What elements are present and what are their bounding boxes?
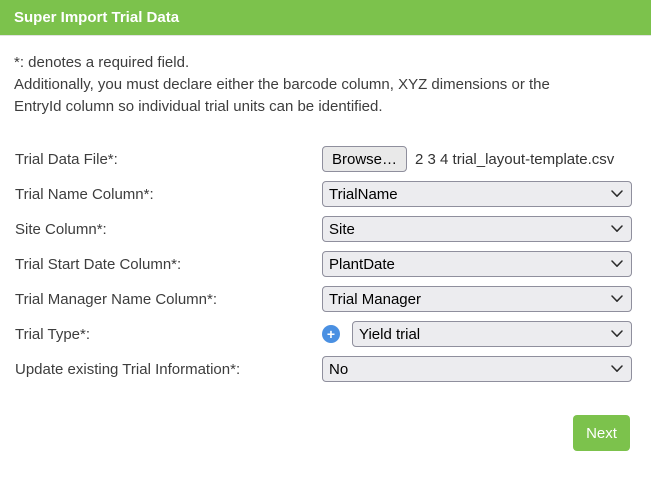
trial-type-select[interactable]: Yield trial (352, 321, 632, 347)
dialog-title: Super Import Trial Data (14, 9, 180, 26)
trial-manager-name-column-row: Trial Manager Name Column*: Trial Manage… (0, 286, 651, 312)
update-existing-trial-row: Update existing Trial Information*: No (0, 356, 651, 382)
trial-data-file-row: Trial Data File*: Browse… 2 3 4 trial_la… (0, 146, 651, 172)
dialog-header: Super Import Trial Data (0, 0, 651, 36)
browse-button[interactable]: Browse… (322, 146, 408, 172)
trial-data-file-label: Trial Data File*: (15, 150, 118, 168)
update-existing-trial-select[interactable]: No (322, 356, 632, 382)
update-existing-trial-label: Update existing Trial Information*: (15, 360, 241, 378)
trial-name-column-label: Trial Name Column*: (15, 185, 154, 203)
trial-name-column-select[interactable]: TrialName (322, 181, 632, 207)
update-existing-trial-select-wrap: No (322, 356, 632, 382)
required-field-notes: *: denotes a required field. Additionall… (14, 52, 637, 118)
trial-type-row: Trial Type*: + Yield trial (0, 321, 651, 347)
trial-start-date-column-select-wrap: PlantDate (322, 251, 632, 277)
trial-data-file-control: Browse… 2 3 4 trial_layout-template.csv (322, 146, 614, 172)
site-column-row: Site Column*: Site (0, 216, 651, 242)
note-line: *: denotes a required field. (14, 54, 190, 71)
trial-type-label: Trial Type*: (15, 325, 91, 343)
trial-manager-name-column-select-wrap: Trial Manager (322, 286, 632, 312)
trial-start-date-column-label: Trial Start Date Column*: (15, 255, 182, 273)
trial-manager-name-column-label: Trial Manager Name Column*: (15, 290, 218, 308)
note-line: EntryId column so individual trial units… (14, 98, 383, 115)
import-trial-form: Trial Data File*: Browse… 2 3 4 trial_la… (0, 146, 651, 382)
trial-name-column-row: Trial Name Column*: TrialName (0, 181, 651, 207)
site-column-label: Site Column*: (15, 220, 107, 238)
next-button[interactable]: Next (573, 415, 630, 451)
add-trial-type-icon[interactable]: + (322, 325, 340, 343)
site-column-select[interactable]: Site (322, 216, 632, 242)
site-column-select-wrap: Site (322, 216, 632, 242)
trial-manager-name-column-select[interactable]: Trial Manager (322, 286, 632, 312)
note-line: Additionally, you must declare either th… (14, 76, 550, 93)
trial-name-column-select-wrap: TrialName (322, 181, 632, 207)
trial-start-date-column-row: Trial Start Date Column*: PlantDate (0, 251, 651, 277)
trial-type-select-wrap: Yield trial (352, 321, 632, 347)
file-name-text: 2 3 4 trial_layout-template.csv (415, 150, 615, 168)
trial-start-date-column-select[interactable]: PlantDate (322, 251, 632, 277)
